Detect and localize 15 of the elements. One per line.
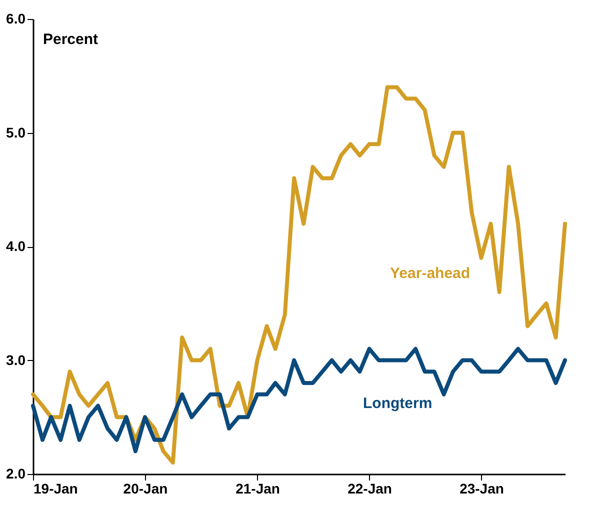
- y-axis-title: Percent: [43, 31, 98, 48]
- series-label: Year-ahead: [390, 265, 470, 282]
- y-tick-label: 4.0: [6, 238, 26, 254]
- line-series: [31, 85, 567, 465]
- series-label: Longterm: [363, 395, 432, 412]
- y-tick-label: 3.0: [6, 352, 26, 368]
- y-tick-label: 2.0: [6, 466, 26, 482]
- x-tick-label: 23-Jan: [460, 480, 504, 496]
- x-tick-label: 19-Jan: [34, 480, 78, 496]
- x-tick-label: 22-Jan: [348, 480, 392, 496]
- x-tick-label: 20-Jan: [123, 480, 168, 496]
- x-tick-label: 21-Jan: [236, 480, 280, 496]
- y-tick-label: 6.0: [6, 10, 26, 26]
- line-series: [31, 346, 567, 454]
- y-tick-label: 5.0: [6, 124, 26, 140]
